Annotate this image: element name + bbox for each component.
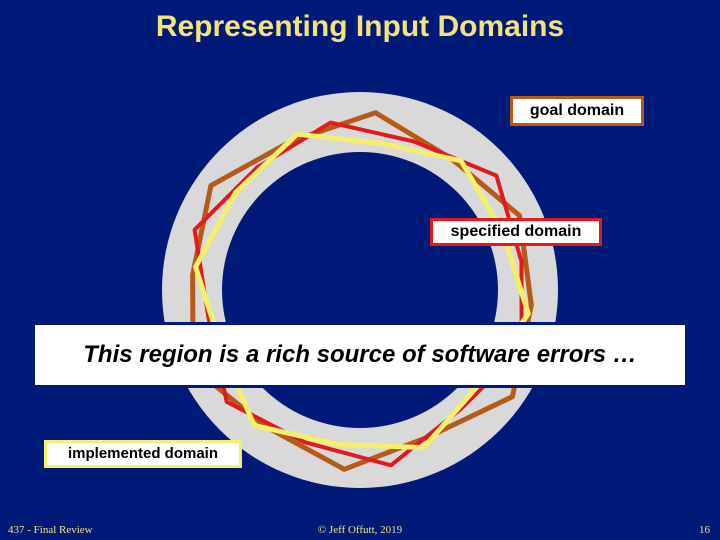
caption-box: This region is a rich source of software… — [32, 322, 688, 388]
goal-domain-text: goal domain — [530, 102, 624, 120]
implemented-domain-text: implemented domain — [68, 446, 218, 463]
footer-right: 16 — [699, 524, 710, 536]
specified-domain-text: specified domain — [451, 223, 582, 241]
caption-text: This region is a rich source of software… — [83, 342, 637, 368]
specified-domain-label: specified domain — [430, 218, 602, 246]
goal-domain-label: goal domain — [510, 96, 644, 126]
slide: Representing Input Domains goal domain s… — [0, 0, 720, 540]
implemented-domain-label: implemented domain — [44, 440, 242, 468]
footer-center: © Jeff Offutt, 2019 — [0, 524, 720, 536]
footer: 437 - Final Review © Jeff Offutt, 2019 1… — [0, 518, 720, 536]
